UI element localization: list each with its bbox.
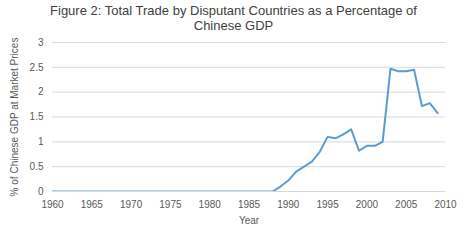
html-text:Figure 2: Total Trade by Dispu: Figure 2: Total Trade by Disputant Count… (50, 3, 417, 33)
svg-text:2000: 2000 (356, 199, 379, 210)
svg-text:1965: 1965 (81, 199, 104, 210)
svg-text:% of Chinese GDP at Market Pri: % of Chinese GDP at Market Prices (9, 38, 20, 197)
svg-text:1960: 1960 (41, 199, 64, 210)
svg-text:2010: 2010 (434, 199, 457, 210)
svg-text:2.5: 2.5 (30, 62, 44, 73)
svg-text:1.5: 1.5 (30, 111, 44, 122)
svg-text:1980: 1980 (199, 199, 222, 210)
svg-text:3: 3 (38, 37, 44, 48)
svg-text:1970: 1970 (120, 199, 143, 210)
svg-text:0.5: 0.5 (30, 161, 44, 172)
svg-text:1995: 1995 (316, 199, 339, 210)
svg-text:2005: 2005 (395, 199, 418, 210)
svg-text:1985: 1985 (238, 199, 261, 210)
svg-text:Year: Year (239, 215, 260, 226)
svg-text:2: 2 (38, 86, 44, 97)
svg-text:1: 1 (38, 136, 44, 147)
svg-text:1975: 1975 (159, 199, 182, 210)
svg-text:1990: 1990 (277, 199, 300, 210)
svg-text:0: 0 (38, 186, 44, 197)
